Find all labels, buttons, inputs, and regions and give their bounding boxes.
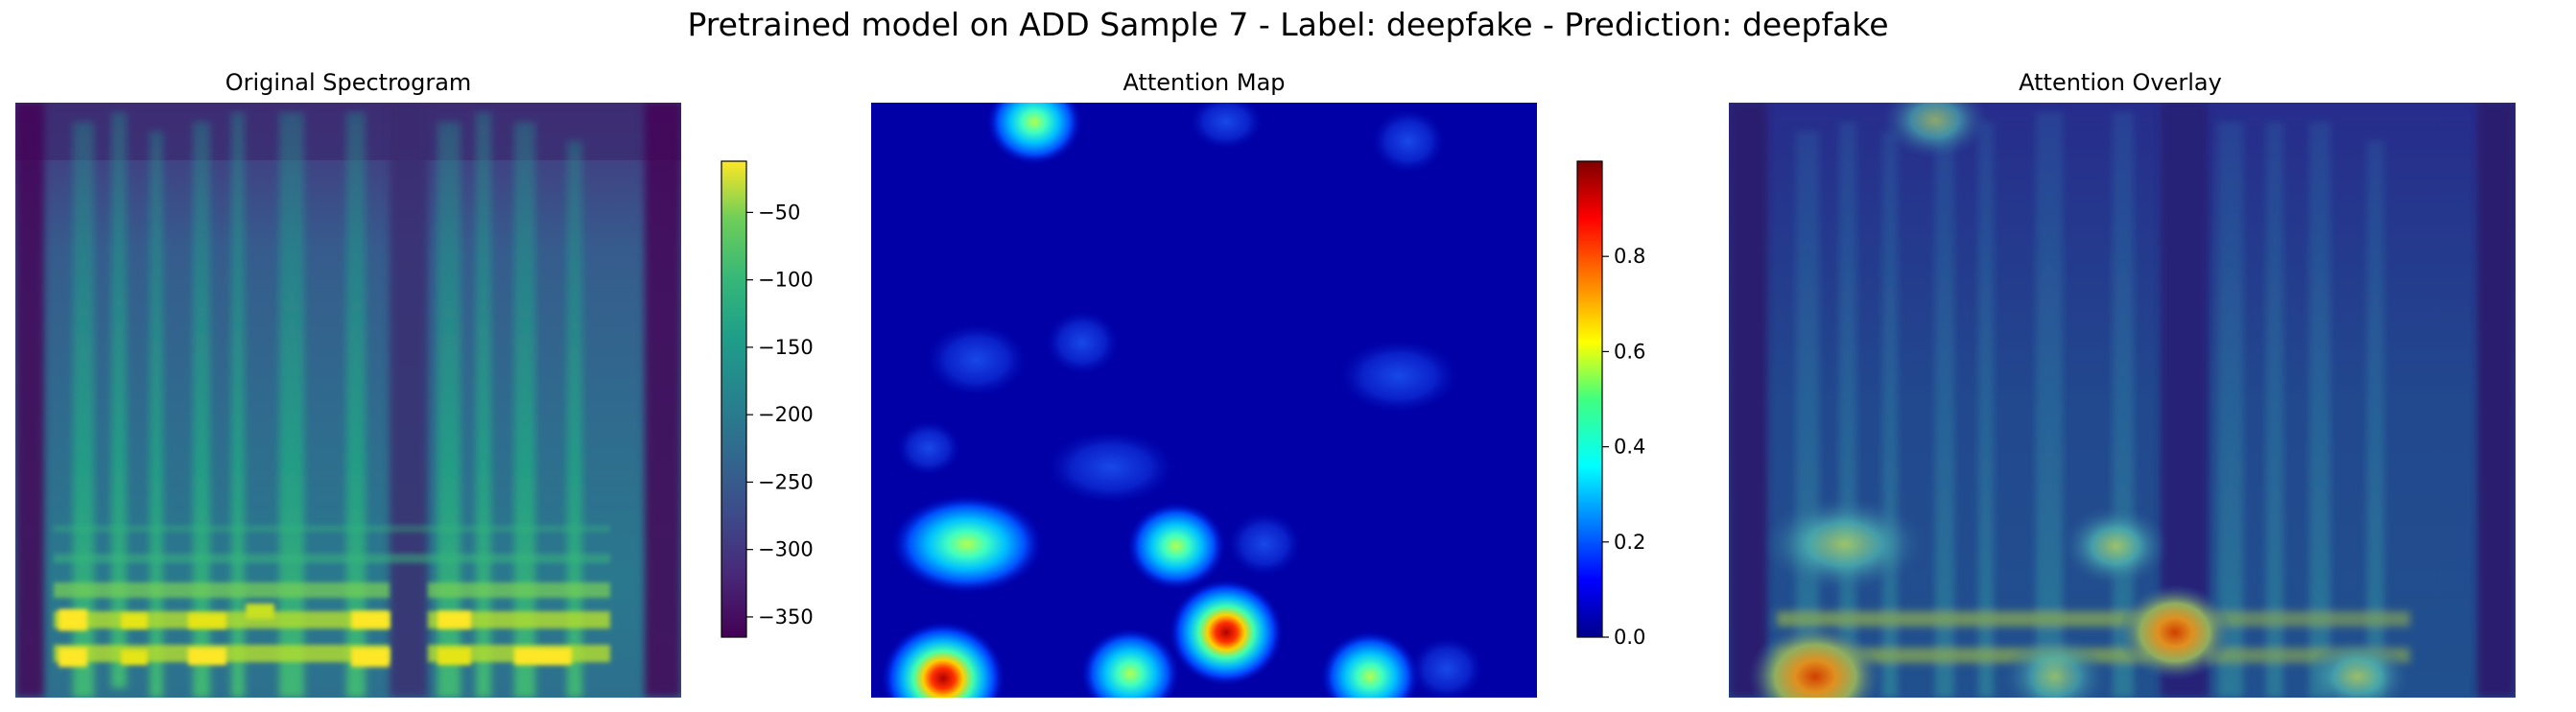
colorbar-tick-label: −250: [758, 470, 814, 493]
spectrogram-colorbar: −50 −100 −150 −200 −250 −300 −350: [721, 160, 817, 638]
figure-title: Pretrained model on ADD Sample 7 - Label…: [687, 6, 1889, 43]
overlay-image: [1729, 103, 2516, 698]
spectrogram-image: [15, 103, 681, 698]
colorbar-tick-label: 0.2: [1614, 531, 1645, 554]
overlay-title: Attention Overlay: [2019, 69, 2222, 96]
attention-colorbar: 0.0 0.2 0.4 0.6 0.8: [1576, 160, 1673, 649]
colorbar-tick-label: −50: [758, 201, 800, 224]
colorbar-tick-label: −200: [758, 403, 814, 426]
colorbar-tick-label: 0.8: [1614, 245, 1645, 268]
colorbar-tick-label: −150: [758, 336, 814, 359]
overlay-blobs: [1748, 103, 2410, 698]
colorbar-tick-label: 0.4: [1614, 436, 1645, 459]
colorbar-tick-label: −100: [758, 269, 814, 292]
attention-map-image: [871, 103, 1537, 698]
colorbar-tick-label: −300: [758, 538, 814, 561]
colorbar-tick-label: 0.6: [1614, 340, 1645, 363]
attention-map-title: Attention Map: [1123, 69, 1286, 96]
colorbar-gradient: [1576, 160, 1603, 638]
spectrogram-title: Original Spectrogram: [225, 69, 472, 96]
colorbar-tick-label: −350: [758, 605, 814, 629]
attention-blobs: [881, 103, 1485, 698]
colorbar-gradient: [721, 160, 747, 638]
colorbar-tick-label: 0.0: [1614, 626, 1645, 649]
